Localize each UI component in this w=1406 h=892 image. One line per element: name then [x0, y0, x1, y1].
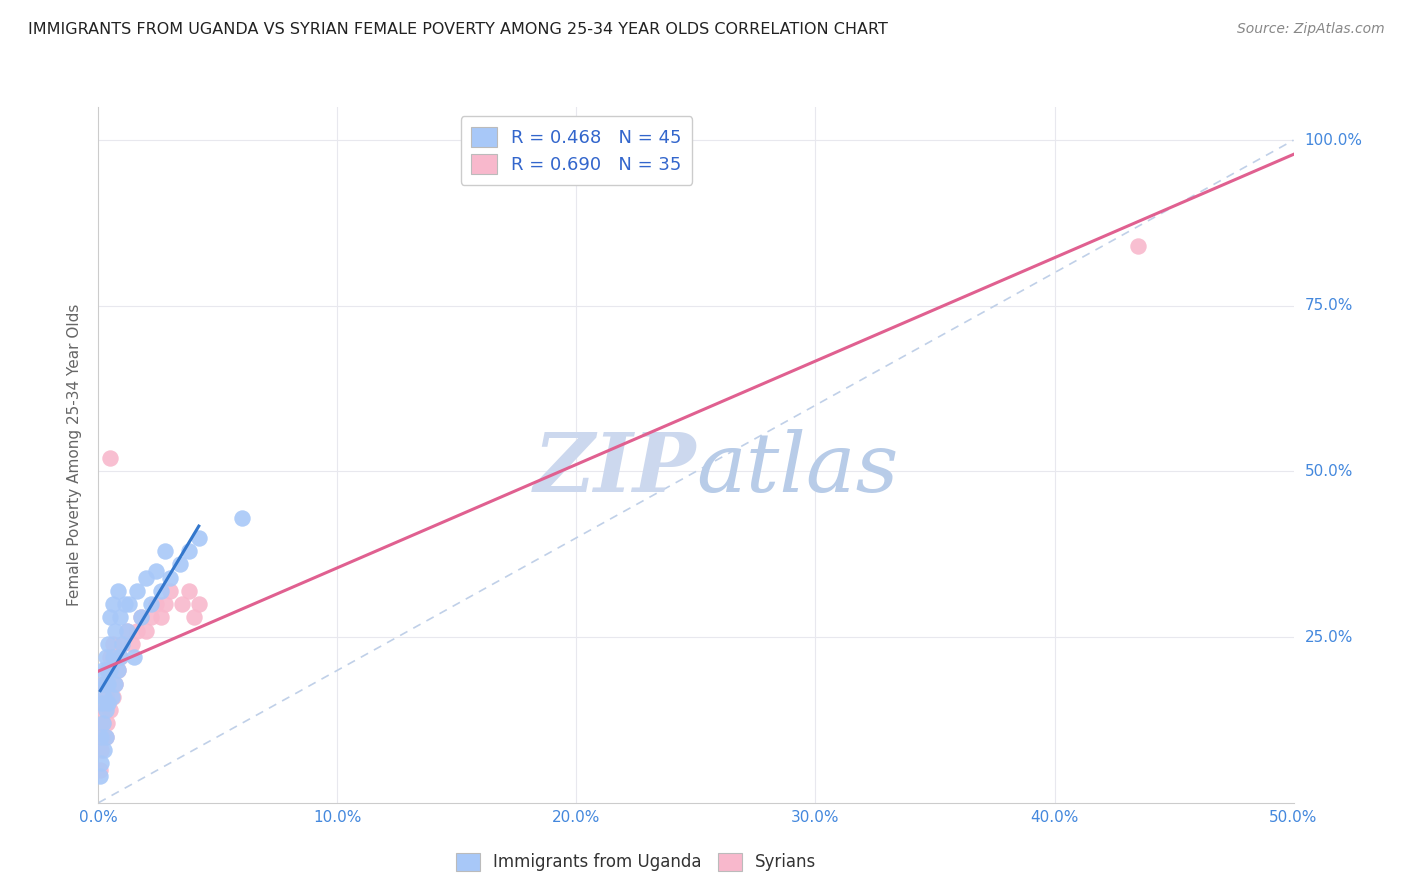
Point [231, 511, 253, 525]
Point [125, 624, 148, 638]
Point [155, 544, 177, 558]
Point [98, 610, 122, 624]
Point [159, 583, 181, 598]
Text: IMMIGRANTS FROM UGANDA VS SYRIAN FEMALE POVERTY AMONG 25-34 YEAR OLDS CORRELATIO: IMMIGRANTS FROM UGANDA VS SYRIAN FEMALE … [28, 22, 889, 37]
Point [115, 624, 138, 638]
Point [104, 676, 127, 690]
Point [124, 650, 146, 665]
Point [101, 650, 124, 665]
Point [149, 583, 172, 598]
Point [115, 624, 138, 638]
Point [111, 637, 134, 651]
Point [97, 637, 120, 651]
Text: Source: ZipAtlas.com: Source: ZipAtlas.com [1237, 22, 1385, 37]
Point [98, 650, 122, 665]
Point [90, 743, 112, 757]
Point [104, 676, 127, 690]
Point [93, 690, 115, 704]
Point [104, 624, 127, 638]
Point [96, 663, 118, 677]
Point [114, 597, 136, 611]
Point [91, 663, 114, 677]
Point [94, 690, 117, 704]
Point [91, 676, 114, 690]
Point [145, 597, 167, 611]
Text: atlas: atlas [696, 429, 898, 508]
Legend: Immigrants from Uganda, Syrians: Immigrants from Uganda, Syrians [450, 846, 823, 878]
Point [101, 690, 124, 704]
Text: ZIP: ZIP [533, 429, 696, 508]
Point [172, 597, 194, 611]
Point [108, 650, 131, 665]
Point [118, 597, 141, 611]
Point [139, 597, 162, 611]
Point [107, 583, 129, 598]
Point [91, 697, 114, 711]
Point [91, 730, 114, 744]
Point [139, 610, 162, 624]
Point [90, 756, 112, 770]
Point [98, 451, 122, 466]
Point [107, 663, 129, 677]
Point [94, 650, 117, 665]
Point [89, 763, 111, 777]
Point [94, 703, 117, 717]
Point [100, 690, 122, 704]
Point [108, 650, 131, 665]
Point [145, 564, 167, 578]
Point [149, 610, 172, 624]
Point [125, 583, 148, 598]
Point [187, 531, 209, 545]
Point [98, 703, 122, 717]
Point [101, 597, 124, 611]
Point [94, 730, 117, 744]
Point [97, 663, 120, 677]
Point [90, 730, 112, 744]
Point [111, 637, 134, 651]
Point [179, 583, 201, 598]
Point [91, 676, 114, 690]
Point [97, 697, 120, 711]
Point [108, 610, 131, 624]
Point [131, 610, 153, 624]
Point [91, 716, 114, 731]
Point [101, 637, 124, 651]
Point [187, 597, 209, 611]
Point [179, 544, 201, 558]
Point [135, 624, 157, 638]
Point [96, 716, 118, 731]
Point [135, 570, 157, 584]
Point [121, 637, 143, 651]
Point [93, 703, 115, 717]
Text: 100.0%: 100.0% [1305, 133, 1362, 148]
Point [131, 610, 153, 624]
Point [169, 558, 191, 572]
Point [159, 570, 181, 584]
Point [98, 663, 122, 677]
Text: 50.0%: 50.0% [1305, 464, 1353, 479]
Point [94, 730, 117, 744]
Point [1128, 239, 1150, 253]
Text: 25.0%: 25.0% [1305, 630, 1353, 645]
Point [97, 697, 120, 711]
Point [97, 676, 120, 690]
Point [94, 676, 117, 690]
Point [107, 663, 129, 677]
Point [183, 610, 205, 624]
Point [155, 597, 177, 611]
Point [93, 743, 115, 757]
Text: 75.0%: 75.0% [1305, 298, 1353, 313]
Point [89, 769, 111, 783]
Point [91, 716, 114, 731]
Y-axis label: Female Poverty Among 25-34 Year Olds: Female Poverty Among 25-34 Year Olds [67, 304, 83, 606]
